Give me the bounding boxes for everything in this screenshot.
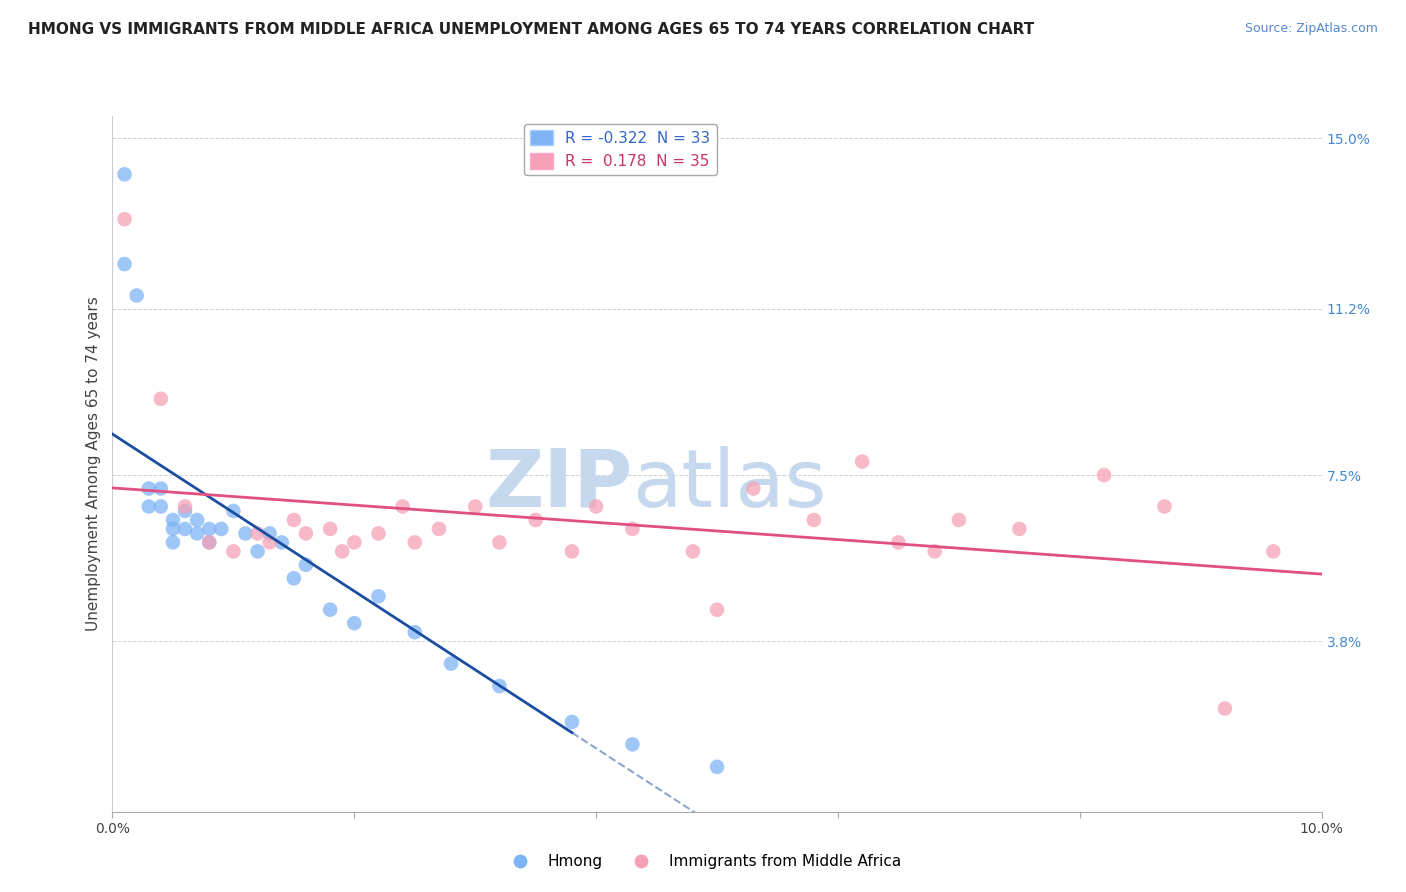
Point <box>259 535 281 549</box>
Point <box>138 500 160 514</box>
Point <box>742 482 765 496</box>
Point <box>259 526 281 541</box>
Legend: Hmong, Immigrants from Middle Africa: Hmong, Immigrants from Middle Africa <box>499 848 907 875</box>
Point <box>391 500 413 514</box>
Point <box>706 603 728 617</box>
Point <box>174 522 197 536</box>
Point <box>1263 544 1285 558</box>
Point <box>343 616 366 631</box>
Point <box>621 738 644 752</box>
Point <box>198 522 221 536</box>
Point <box>283 513 305 527</box>
Point <box>246 544 269 558</box>
Point <box>125 288 148 302</box>
Point <box>162 522 184 536</box>
Text: ZIP: ZIP <box>485 446 633 524</box>
Text: HMONG VS IMMIGRANTS FROM MIDDLE AFRICA UNEMPLOYMENT AMONG AGES 65 TO 74 YEARS CO: HMONG VS IMMIGRANTS FROM MIDDLE AFRICA U… <box>28 22 1035 37</box>
Point <box>114 167 136 181</box>
Point <box>706 760 728 774</box>
Point <box>488 679 510 693</box>
Point <box>621 522 644 536</box>
Y-axis label: Unemployment Among Ages 65 to 74 years: Unemployment Among Ages 65 to 74 years <box>86 296 101 632</box>
Point <box>149 500 172 514</box>
Point <box>319 603 342 617</box>
Point <box>186 526 208 541</box>
Point <box>488 535 510 549</box>
Point <box>283 571 305 585</box>
Point <box>222 504 245 518</box>
Point <box>682 544 704 558</box>
Point <box>198 535 221 549</box>
Point <box>235 526 257 541</box>
Text: atlas: atlas <box>633 446 827 524</box>
Point <box>851 454 873 468</box>
Point <box>464 500 486 514</box>
Point <box>114 257 136 271</box>
Point <box>138 482 160 496</box>
Point <box>270 535 292 549</box>
Point <box>319 522 342 536</box>
Point <box>367 589 389 603</box>
Point <box>222 544 245 558</box>
Point <box>162 535 184 549</box>
Point <box>343 535 366 549</box>
Point <box>209 522 232 536</box>
Point <box>149 482 172 496</box>
Point <box>149 392 172 406</box>
Point <box>1213 701 1236 715</box>
Point <box>948 513 970 527</box>
Point <box>295 526 318 541</box>
Point <box>524 513 547 527</box>
Point <box>561 544 583 558</box>
Point <box>803 513 825 527</box>
Point <box>198 535 221 549</box>
Point <box>174 504 197 518</box>
Point <box>1008 522 1031 536</box>
Point <box>887 535 910 549</box>
Point <box>440 657 463 671</box>
Point <box>367 526 389 541</box>
Point <box>404 535 426 549</box>
Point <box>114 212 136 227</box>
Point <box>404 625 426 640</box>
Point <box>585 500 607 514</box>
Point <box>246 526 269 541</box>
Text: Source: ZipAtlas.com: Source: ZipAtlas.com <box>1244 22 1378 36</box>
Point <box>1092 468 1115 483</box>
Legend: R = -0.322  N = 33, R =  0.178  N = 35: R = -0.322 N = 33, R = 0.178 N = 35 <box>524 124 717 176</box>
Point <box>924 544 946 558</box>
Point <box>162 513 184 527</box>
Point <box>1153 500 1175 514</box>
Point <box>561 714 583 729</box>
Point <box>427 522 450 536</box>
Point <box>174 500 197 514</box>
Point <box>295 558 318 572</box>
Point <box>186 513 208 527</box>
Point <box>330 544 353 558</box>
